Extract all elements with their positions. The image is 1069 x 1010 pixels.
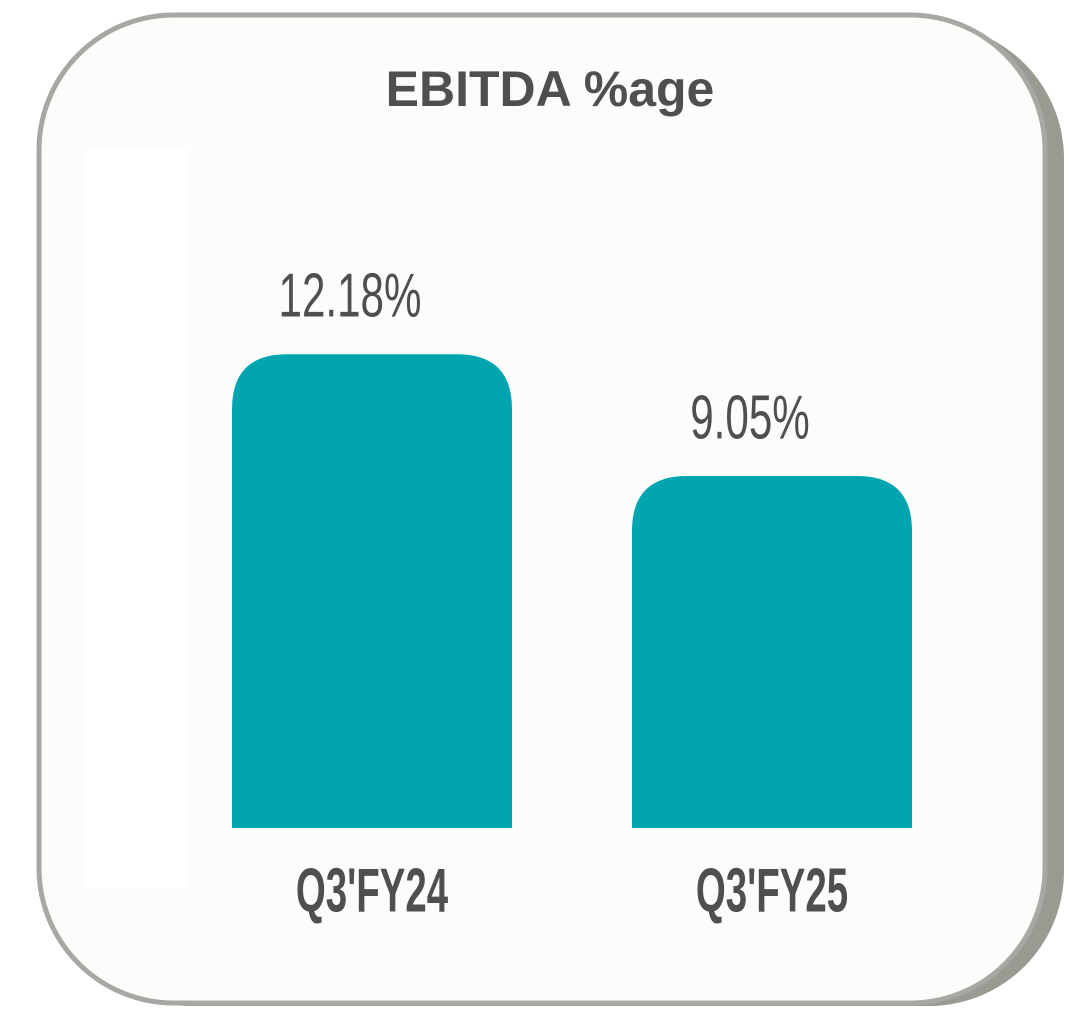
chart-title: EBITDA %age	[386, 61, 715, 117]
x-tick-label: Q3'FY24	[296, 855, 449, 925]
value-label: 12.18%	[279, 262, 422, 331]
value-label: 9.05%	[690, 383, 810, 452]
bar	[232, 354, 512, 828]
panel	[85, 150, 190, 888]
bar	[632, 475, 912, 828]
x-tick-label: Q3'FY25	[696, 855, 848, 925]
